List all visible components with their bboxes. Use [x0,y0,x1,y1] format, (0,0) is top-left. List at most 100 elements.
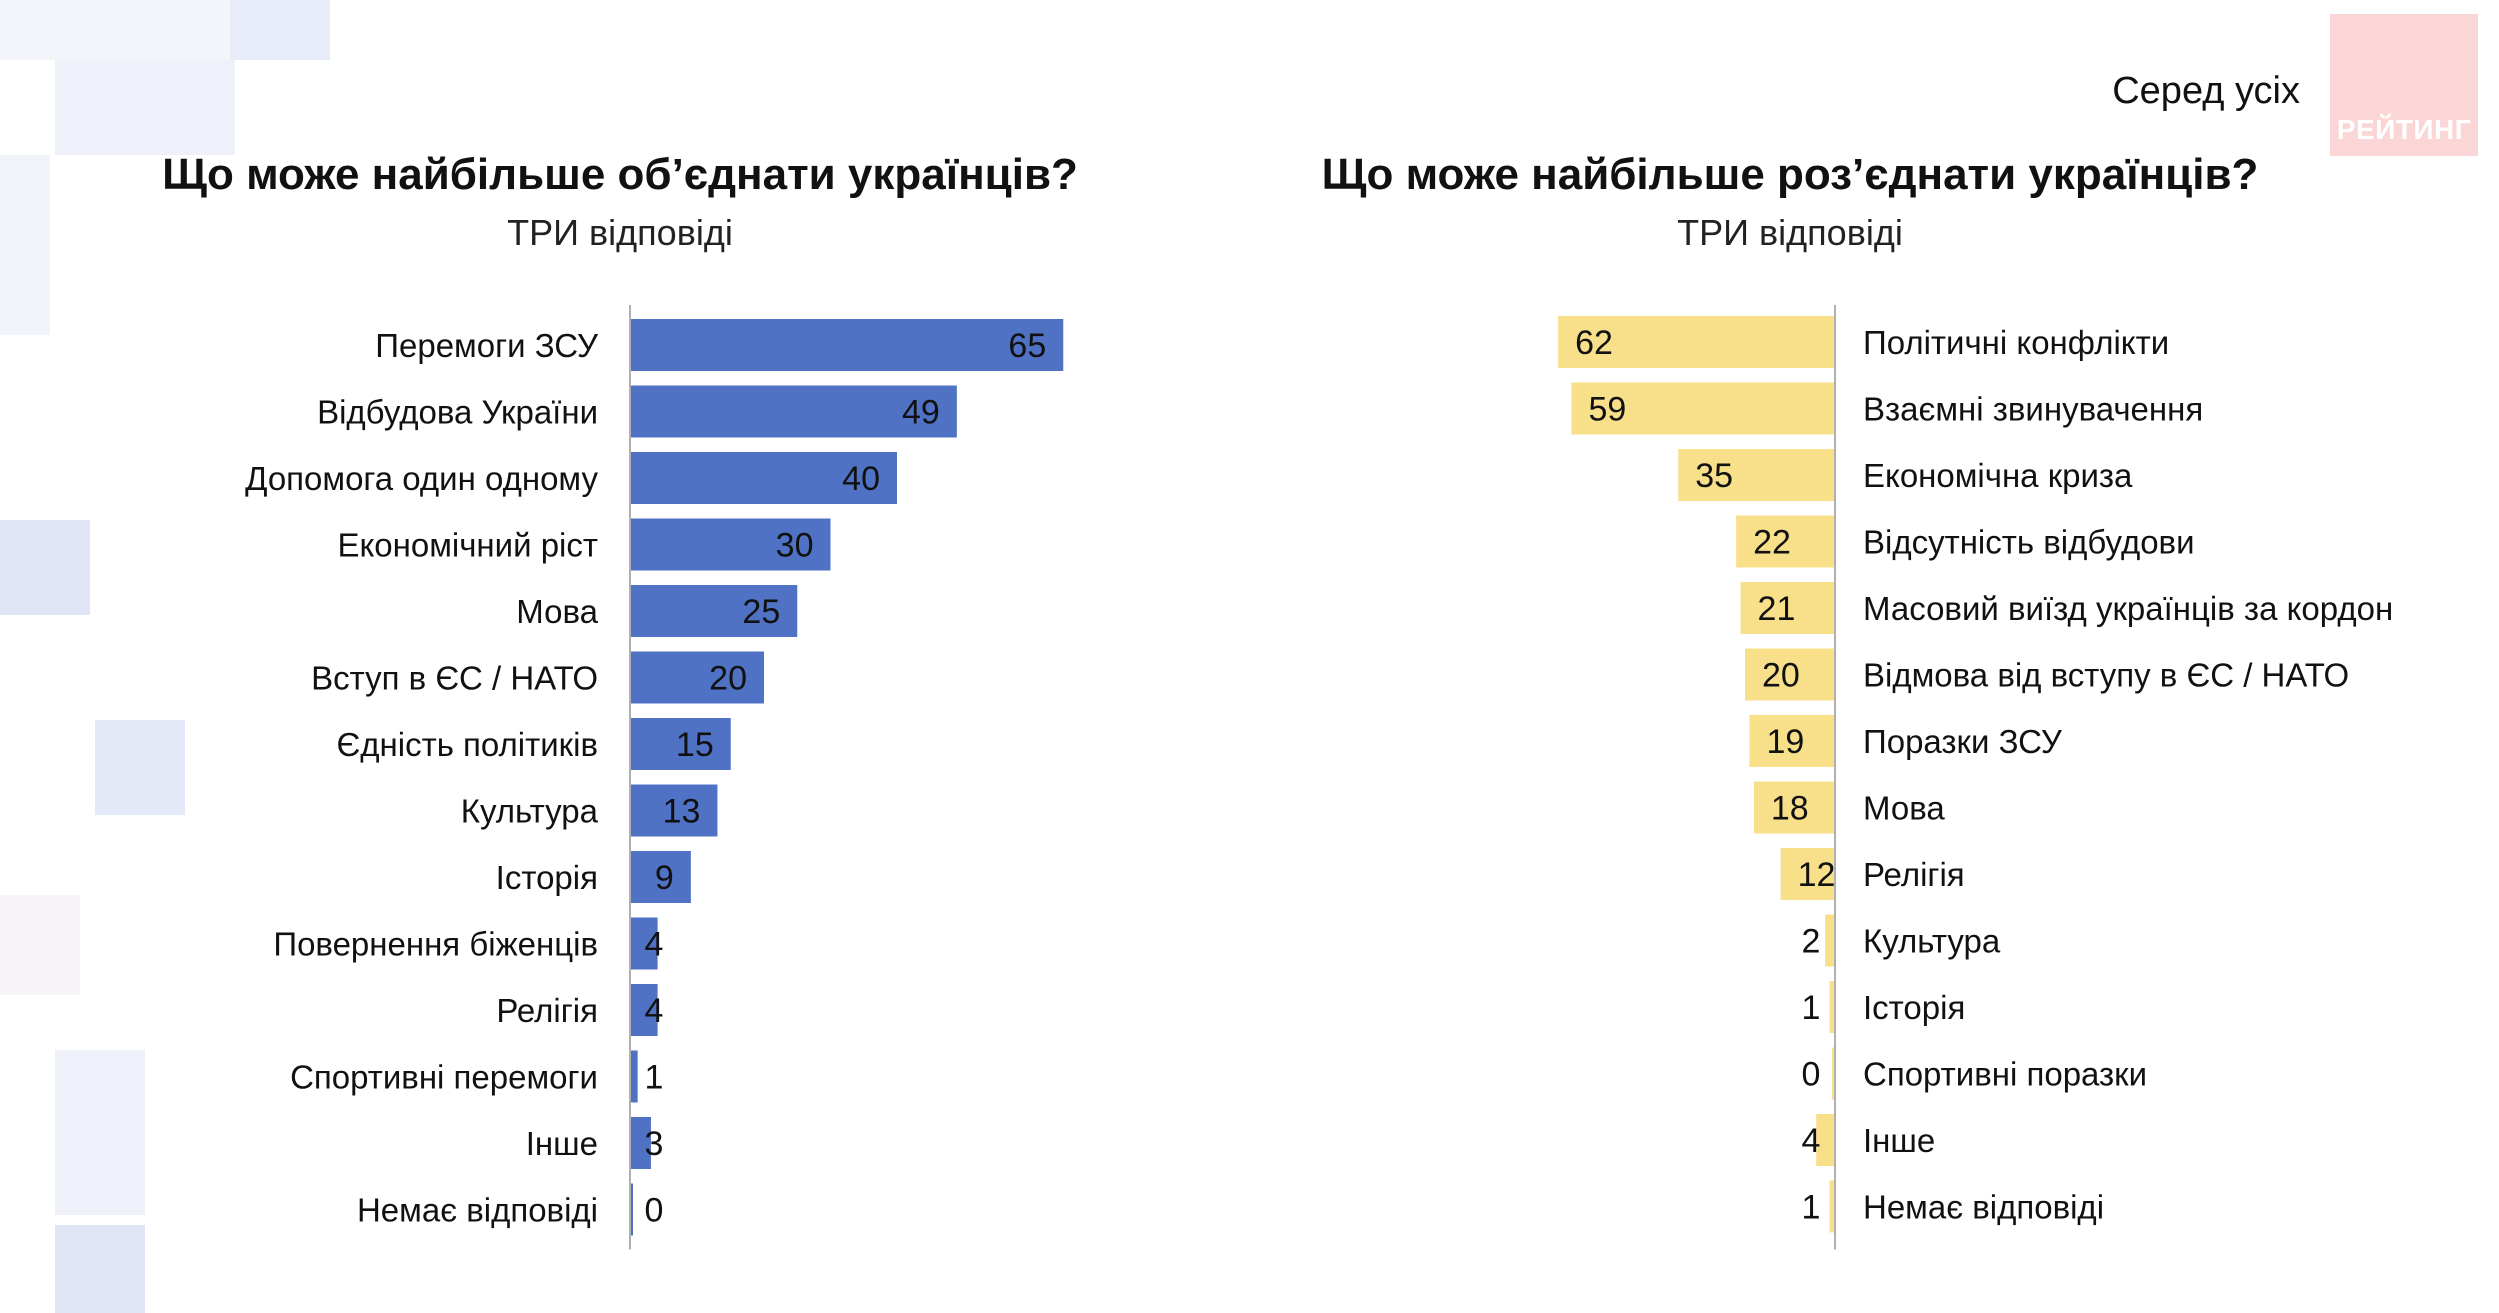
left-chart-bar [631,718,731,770]
left-chart-category-label: Мова [516,593,598,630]
right-chart-bar [1829,1180,1834,1233]
right-chart-category-label: Культура [1863,923,2001,960]
right-chart-category-label: Немає відповіді [1863,1189,2104,1226]
left-chart-bar [631,1183,633,1236]
right-chart-bar [1832,1047,1834,1100]
right-chart-category-label: Спортивні поразки [1863,1056,2147,1093]
left-chart-category-label: Відбудова України [317,394,598,431]
right-chart-category-label: Поразки ЗСУ [1863,723,2063,760]
left-chart-category-label: Повернення біженців [273,926,598,963]
decor-square [230,0,330,60]
right-chart-data-label: 62 [1575,324,1613,362]
right-chart-data-label: 59 [1588,391,1626,429]
left-chart-data-label: 3 [645,1125,664,1163]
left-chart-category-label: Інше [526,1125,598,1162]
right-chart-bar [1745,648,1834,701]
left-chart-data-label: 4 [645,926,664,964]
decor-square [0,155,50,335]
left-chart-data-label: 65 [1008,327,1046,365]
right-chart-data-label: 20 [1762,657,1800,695]
left-chart-data-label: 1 [645,1059,664,1097]
right-chart-category-label: Економічна криза [1863,457,2133,494]
left-chart-category-label: Вступ в ЄС / НАТО [311,660,598,697]
left-chart-category-label: Немає відповіді [357,1192,598,1229]
right-chart-data-label: 1 [1802,1189,1821,1227]
left-chart-data-label: 9 [655,859,674,897]
right-chart-category-label: Політичні конфлікти [1863,324,2169,361]
right-chart-category-label: Історія [1863,989,1965,1026]
left-chart-bar [631,585,798,637]
left-chart-bar [631,452,897,504]
right-chart-bar [1749,715,1834,767]
left-chart-bar [631,784,718,837]
right-chart-data-label: 21 [1758,590,1796,628]
left-chart-bar [631,851,691,903]
right-chart-bar [1558,316,1834,368]
right-chart-bar [1829,981,1834,1033]
right-chart-data-label: 4 [1802,1122,1821,1160]
left-chart-data-label: 0 [645,1192,664,1230]
right-chart-category-label: Мова [1863,790,1945,827]
decor-square [0,520,90,615]
rating-logo: РЕЙТИНГ [2330,14,2478,156]
left-chart-data-label: 25 [742,593,780,631]
left-chart-bar [631,518,831,571]
left-chart-data-label: 15 [676,726,714,764]
right-chart-title: Що може найбільше роз’єднати українців? [1321,150,2259,199]
right-chart-data-label: 22 [1753,524,1791,562]
right-chart-bar [1825,914,1834,967]
left-chart-subtitle: ТРИ відповіді [507,212,733,253]
left-chart-category-label: Спортивні перемоги [290,1059,598,1096]
left-chart-data-label: 20 [709,660,747,698]
right-chart-subtitle: ТРИ відповіді [1677,212,1903,253]
right-chart-data-label: 1 [1802,989,1821,1027]
right-chart-data-label: 35 [1695,457,1733,495]
left-chart-category-label: Перемоги ЗСУ [375,327,599,364]
right-chart-bar [1736,515,1834,568]
left-chart-data-label: 4 [645,992,664,1030]
left-chart-bar [631,651,764,704]
right-chart-category-label: Взаємні звинувачення [1863,391,2203,428]
decor-square [55,1225,145,1313]
left-chart-bar [631,984,658,1036]
decor-square [55,60,235,155]
right-chart-data-label: 0 [1802,1056,1821,1094]
right-chart-category-label: Релігія [1863,856,1965,893]
left-chart-bar [631,385,957,438]
right-chart-category-label: Відмова від вступу в ЄС / НАТО [1863,657,2349,694]
left-chart-bar [631,1117,651,1169]
right-chart-data-label: 19 [1766,723,1804,761]
right-chart-data-label: 18 [1771,790,1809,828]
right-chart-category-label: Відсутність відбудови [1863,524,2195,561]
left-chart-category-label: Економічний ріст [337,527,598,564]
left-chart-bar [631,917,658,970]
right-chart-category-label: Масовий виїзд українців за кордон [1863,590,2393,627]
left-chart-data-label: 13 [663,793,701,831]
decor-square [0,895,80,995]
left-chart-category-label: Релігія [496,992,598,1029]
left-chart-category-label: Допомога один одному [245,460,598,497]
decor-square [95,720,185,815]
left-chart-data-label: 49 [902,394,940,432]
left-chart-data-label: 40 [842,460,880,498]
right-chart-data-label: 2 [1802,923,1821,961]
left-chart-category-label: Єдність політиків [337,726,598,763]
left-chart-data-label: 30 [776,527,814,565]
right-chart-data-label: 12 [1798,856,1836,894]
left-chart-bar [631,1050,638,1103]
right-chart-bar [1678,449,1834,501]
decor-square [55,1050,145,1215]
right-chart-bar [1816,1114,1834,1166]
left-chart-title: Що може найбільше об’єднати українців? [162,150,1078,199]
right-chart-category-label: Інше [1863,1122,1935,1159]
right-chart-bar [1780,848,1834,900]
right-chart-bar [1740,582,1834,634]
left-chart-bar [631,319,1064,371]
left-chart-category-label: Історія [496,859,598,896]
subset-label: Серед усіх [2112,70,2300,112]
right-chart-bar [1753,781,1834,834]
left-chart-category-label: Культура [461,793,599,830]
rating-logo-text: РЕЙТИНГ [2336,114,2472,145]
right-chart-bar [1571,382,1834,435]
